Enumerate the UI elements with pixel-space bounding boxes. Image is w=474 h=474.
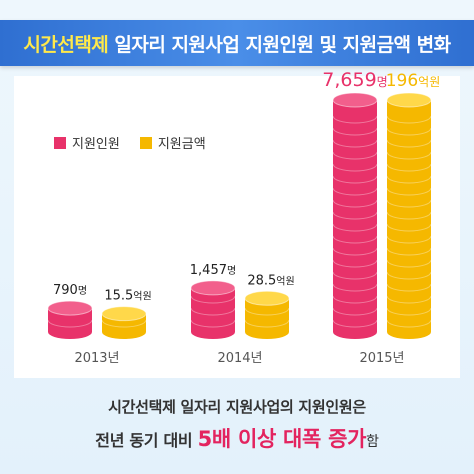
- bar-amount-2-top: [386, 92, 432, 108]
- bar-amount-2-ring: [386, 223, 432, 232]
- bar-amount-2-ring: [386, 139, 432, 148]
- bar-people-1-ring: [190, 295, 236, 304]
- bar-amount-1-top: [244, 290, 290, 306]
- legend-swatch-people: [54, 136, 66, 149]
- legend-item-amount: 지원금액: [139, 133, 206, 152]
- data-label-amount-0: 15.5억원: [104, 289, 151, 304]
- bar-amount-0-top: [101, 306, 147, 322]
- bar-people-1-top: [190, 280, 236, 296]
- data-label-amount-2: 196억원: [386, 71, 441, 91]
- bar-amount-2-ring: [386, 307, 432, 316]
- legend-item-people: 지원인원: [54, 133, 120, 152]
- bar-people-2-ring: [332, 139, 378, 148]
- bar-amount-0-ring: [101, 319, 147, 328]
- data-label-people-1: 1,457명: [190, 263, 236, 278]
- bar-amount-2: [387, 100, 431, 339]
- footer-line-2-post: 함: [366, 434, 379, 450]
- bar-people-2-ring: [332, 307, 378, 316]
- bar-people-2-ring: [332, 271, 378, 280]
- bar-people-1-ring: [190, 319, 236, 328]
- chart-title: 시간선택제 일자리 지원사업 지원인원 및 지원금액 변화: [23, 30, 451, 57]
- bar-people-1: [191, 287, 235, 339]
- data-label-people-2: 7,659명: [322, 69, 387, 91]
- bar-people-2-ring: [332, 319, 378, 328]
- bar-amount-2-ring: [386, 283, 432, 292]
- bar-amount-2-ring: [386, 235, 432, 244]
- year-label-2: 2015년: [359, 351, 404, 366]
- bar-amount-2-ring: [386, 127, 432, 136]
- footer-summary: 시간선택제 일자리 지원사업의 지원인원은 전년 동기 대비 5배 이상 대폭 …: [0, 396, 474, 453]
- title-rest: 일자리 지원사업 지원인원 및 지원금액 변화: [108, 33, 451, 56]
- bar-people-0: [48, 308, 92, 339]
- bar-people-2-ring: [332, 295, 378, 304]
- bar-people-2-ring: [332, 127, 378, 136]
- bar-amount-2-ring: [386, 247, 432, 256]
- bar-people-2-ring: [332, 175, 378, 184]
- bar-people-2-ring: [332, 115, 378, 124]
- bar-people-2-top: [332, 92, 378, 108]
- bar-amount-1-ring: [244, 319, 290, 328]
- bar-people-2-ring: [332, 259, 378, 268]
- footer-line-1: 시간선택제 일자리 지원사업의 지원인원은: [108, 398, 366, 416]
- footer-emphasis: 5배 이상 대폭 증가: [197, 427, 367, 451]
- bar-amount-2-ring: [386, 199, 432, 208]
- legend-swatch-amount: [139, 136, 152, 149]
- footer-line-2: 전년 동기 대비 5배 이상 대폭 증가함: [0, 423, 474, 453]
- bar-people-2: [333, 100, 377, 339]
- legend-label-amount: 지원금액: [157, 137, 206, 152]
- bar-people-2-ring: [332, 235, 378, 244]
- bar-amount-2-ring: [386, 151, 432, 160]
- bar-people-2-ring: [332, 151, 378, 160]
- bar-amount-1-ring: [244, 307, 290, 316]
- bar-amount-2-ring: [386, 211, 432, 220]
- data-label-amount-1: 28.5억원: [247, 273, 294, 288]
- data-label-people-0: 790명: [53, 283, 87, 298]
- bar-amount-2-ring: [386, 319, 432, 328]
- bar-amount-2-ring: [386, 187, 432, 196]
- title-bar: 시간선택제 일자리 지원사업 지원인원 및 지원금액 변화: [0, 20, 474, 66]
- bar-people-2-ring: [332, 247, 378, 256]
- bar-people-2-ring: [332, 187, 378, 196]
- bar-people-2-ring: [332, 199, 378, 208]
- year-label-0: 2013년: [74, 351, 119, 366]
- bar-people-2-ring: [332, 223, 378, 232]
- year-label-1: 2014년: [217, 351, 262, 366]
- bar-amount-2-ring: [386, 259, 432, 268]
- bar-amount-2-ring: [386, 271, 432, 280]
- bar-people-2-ring: [332, 283, 378, 292]
- legend: 지원인원 지원금액: [54, 133, 226, 152]
- legend-label-people: 지원인원: [72, 137, 120, 152]
- bar-amount-2-ring: [386, 175, 432, 184]
- bar-people-0-ring: [47, 319, 93, 328]
- bar-people-1-ring: [190, 307, 236, 316]
- bar-amount-2-ring: [386, 115, 432, 124]
- bar-people-0-top: [47, 300, 93, 316]
- title-highlight: 시간선택제: [23, 33, 109, 56]
- bar-amount-1: [245, 298, 289, 339]
- bar-amount-2-ring: [386, 163, 432, 172]
- bar-people-2-ring: [332, 211, 378, 220]
- footer-line-2-pre: 전년 동기 대비: [95, 431, 198, 450]
- bar-people-2-ring: [332, 163, 378, 172]
- bar-amount-2-ring: [386, 295, 432, 304]
